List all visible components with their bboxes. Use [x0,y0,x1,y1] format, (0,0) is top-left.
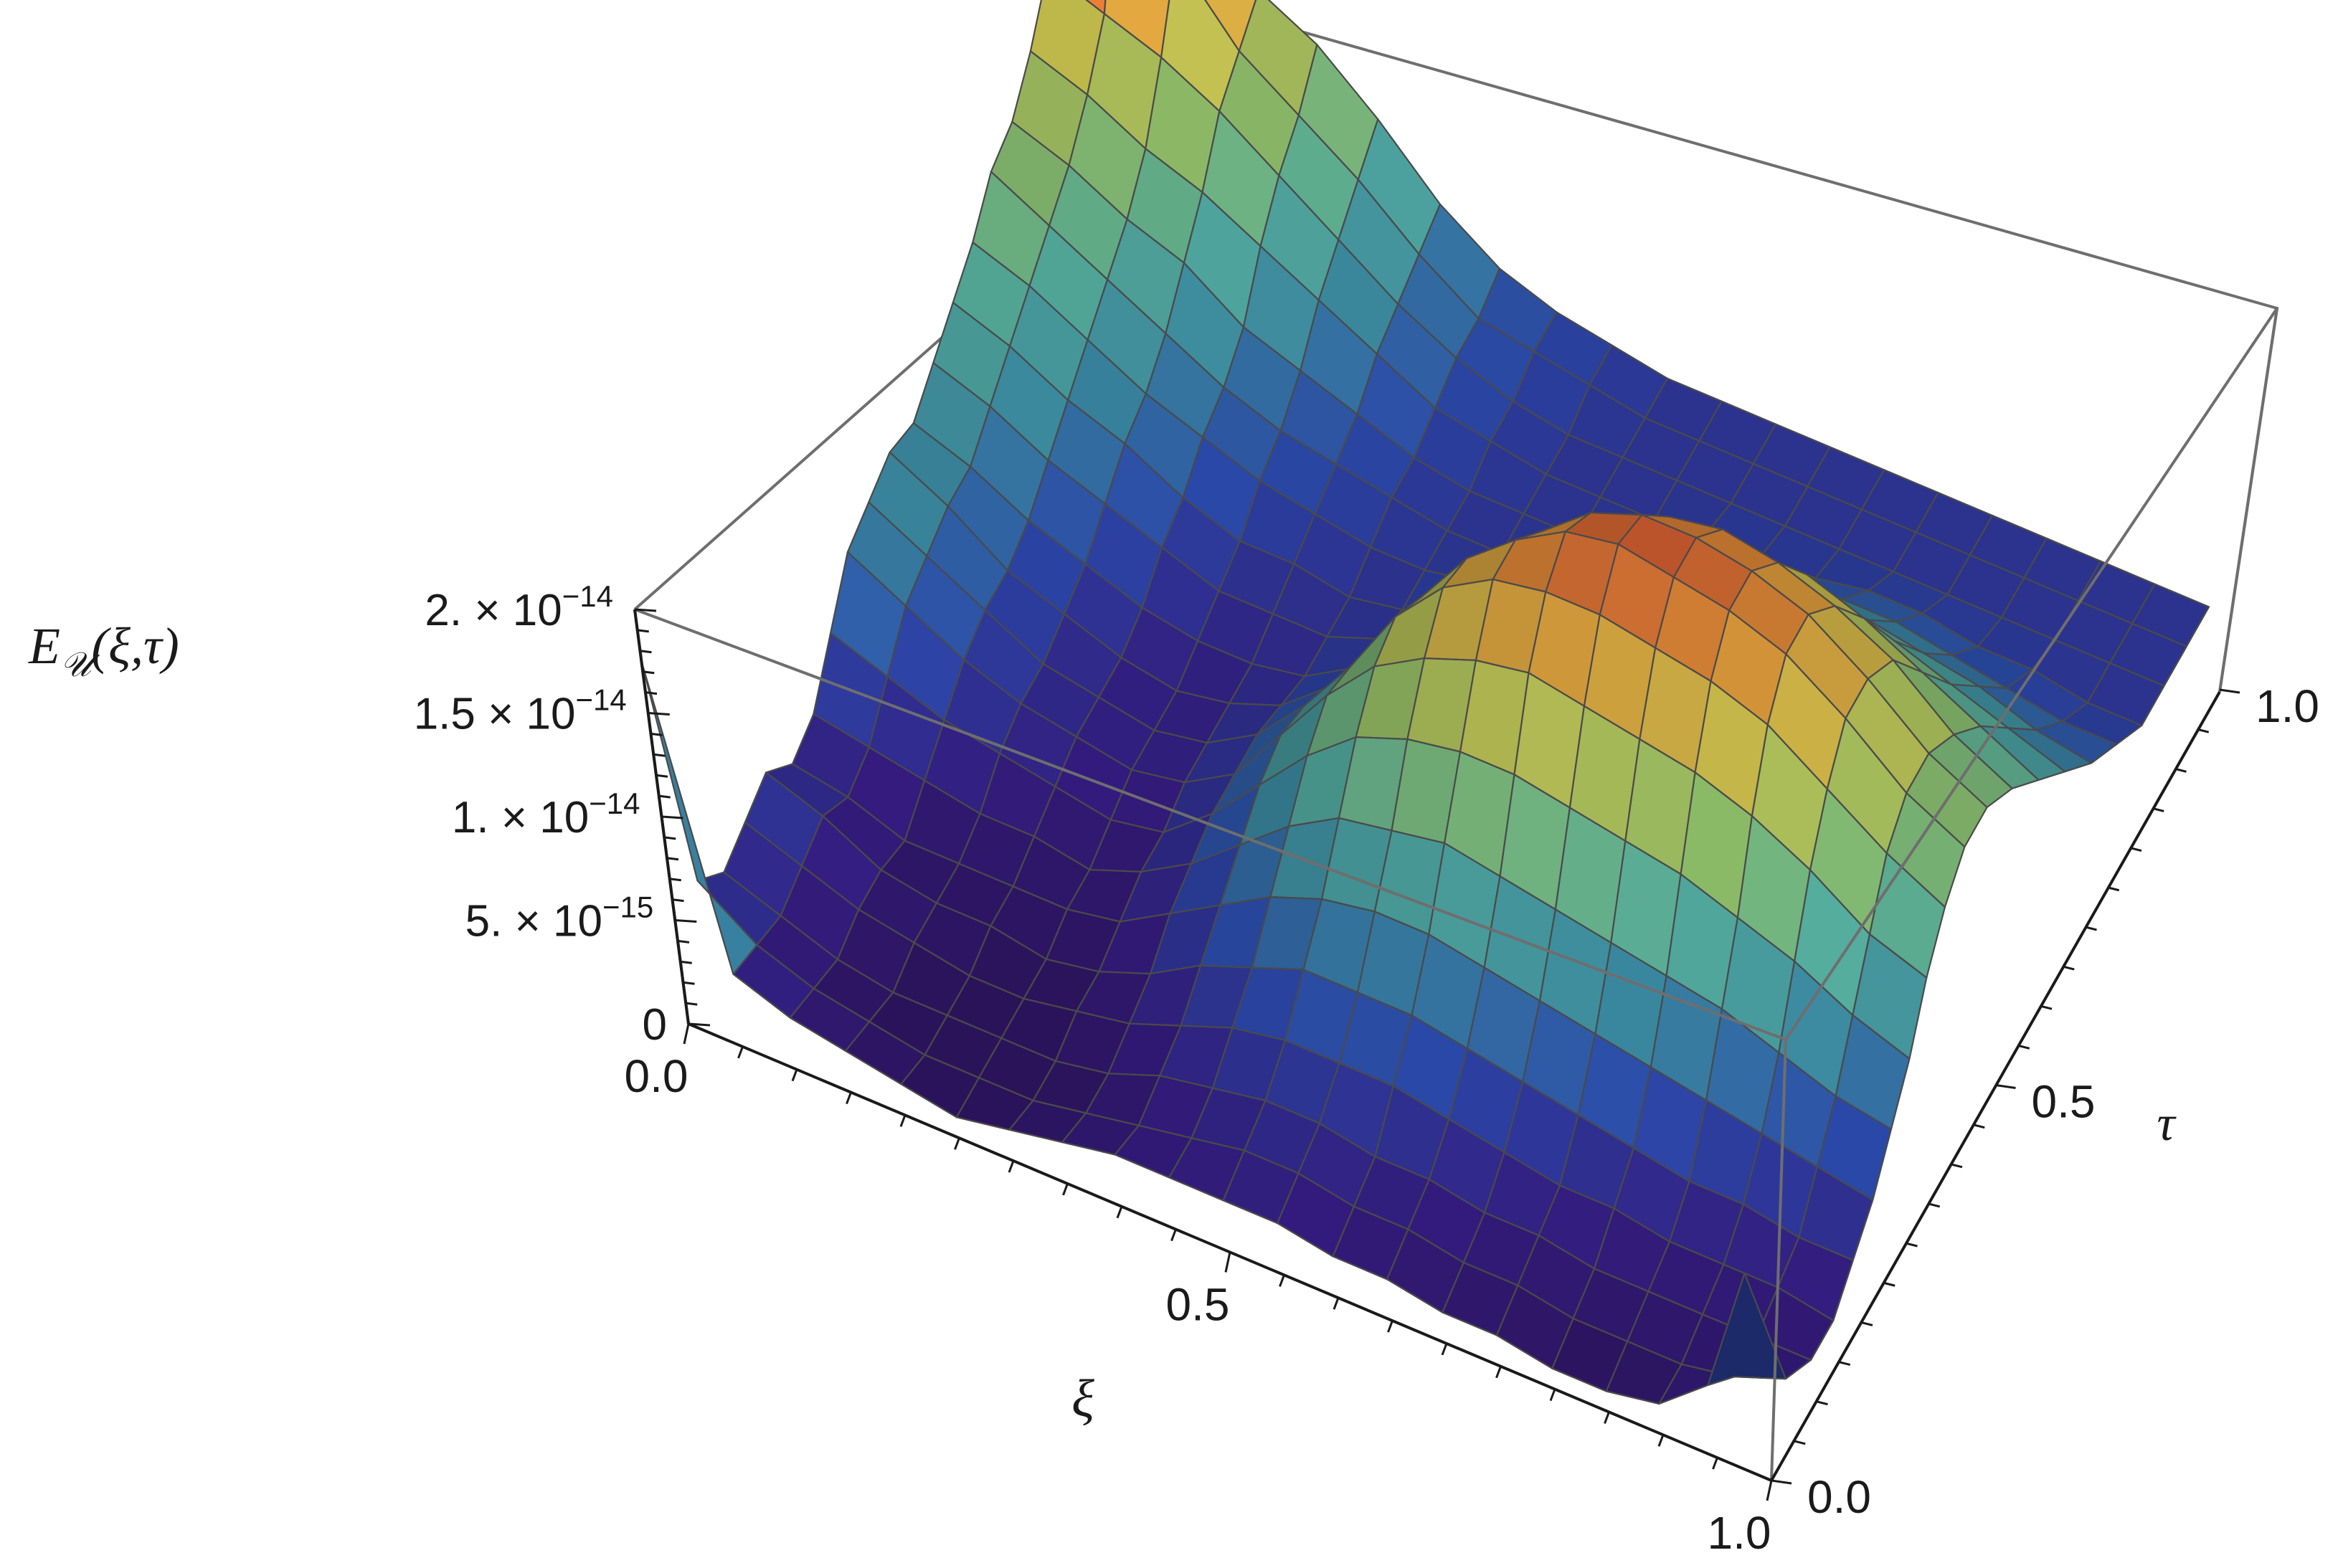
tau-minor-tick [2017,1044,2030,1050]
z-minor-tick [640,650,652,654]
box-top-front-right [1784,307,2278,1041]
z-minor-tick [650,732,663,736]
z-tick-label: 5. × 10−15 [465,890,654,946]
xi-minor-tick [1279,1274,1285,1287]
xi-minor-tick [1657,1434,1665,1447]
box-top-front-left [634,608,1786,1041]
tau-minor-tick [2174,767,2187,773]
tau-major-tick [1995,1084,2016,1089]
xi-minor-tick [1387,1320,1393,1333]
xi-minor-tick [1495,1366,1502,1379]
xi-minor-tick [1116,1206,1123,1219]
tau-minor-tick [2129,847,2142,852]
xi-tick-label: 0.0 [625,1050,688,1102]
surface-patch [1707,1272,1787,1387]
tau-minor-tick [2152,807,2164,812]
box-front-vertical [1770,1039,1787,1481]
xi-tick-label: 0.5 [1166,1279,1230,1331]
z-minor-tick [669,878,681,882]
z-major-tick [675,919,697,923]
z-minor-tick [666,857,679,861]
box-back-vertical-right [2218,308,2278,693]
z-major-tick [634,608,657,612]
tau-axis-label: τ [2157,1096,2177,1151]
z-minor-tick [683,981,695,985]
xi-minor-tick [1170,1229,1177,1242]
tau-tick-label: 1.0 [2256,680,2319,732]
z-minor-tick [656,774,668,778]
xi-minor-tick [846,1092,852,1105]
z-tick-exponent: −14 [589,787,640,820]
xi-minor-tick [954,1137,960,1150]
z-minor-tick [686,1002,698,1006]
tau-minor-tick [1883,1281,1896,1287]
tau-minor-tick [1838,1361,1851,1367]
bounding-box-front [634,307,2278,1481]
tau-minor-tick [2197,728,2210,733]
z-axis-label-main: E [28,617,60,675]
z-tick-mantissa: 0 [643,1000,667,1050]
z-minor-tick [643,670,655,675]
z-minor-tick [637,629,649,633]
xi-axis-label: ξ [1071,1369,1094,1428]
xi-minor-tick [1712,1457,1718,1470]
tau-minor-tick [2085,926,2097,931]
tau-minor-tick [1928,1202,1941,1208]
xi-major-tick [1224,1252,1231,1273]
tau-major-tick [1771,1479,1792,1485]
xi-minor-tick [1062,1183,1069,1196]
z-major-tick [661,815,683,819]
z-tick-label: 1. × 10−14 [452,787,640,842]
tau-minor-tick [1793,1440,1806,1445]
z-tick-exponent: −14 [576,683,627,717]
z-major-tick [688,1022,711,1027]
surface-mesh [640,0,2210,1405]
z-tick-label: 0 [643,1000,667,1050]
tick-marks [634,608,2240,1501]
tau-minor-tick [1906,1242,1918,1248]
xi-minor-tick [899,1114,907,1127]
tau-minor-tick [1972,1123,1985,1129]
z-minor-tick [658,794,671,799]
z-tick-label: 1.5 × 10−14 [414,683,627,739]
tau-major-tick [2219,688,2240,694]
z-tick-mantissa: 1. × 10 [452,793,589,842]
xi-minor-tick [1549,1389,1556,1402]
tau-minor-tick [2062,965,2075,971]
z-tick-mantissa: 2. × 10 [425,586,562,635]
tau-minor-tick [1816,1400,1828,1406]
z-minor-tick [653,753,666,757]
z-axis-label-args: (ξ,τ) [91,617,179,675]
z-tick-exponent: −14 [562,579,613,613]
z-minor-tick [680,960,692,964]
xi-minor-tick [1333,1297,1340,1310]
z-minor-tick [672,898,684,903]
z-minor-tick [664,836,676,840]
tau-minor-tick [2107,886,2120,892]
tau-minor-tick [2040,1004,2053,1010]
tau-minor-tick [1860,1321,1873,1326]
z-minor-tick [645,691,658,695]
xi-minor-tick [1008,1160,1015,1173]
z-minor-tick [677,939,690,944]
xi-minor-tick [1441,1343,1448,1356]
z-major-tick [648,712,670,716]
z-tick-mantissa: 1.5 × 10 [414,690,576,739]
z-axis-label: E𝒰(ξ,τ) [28,617,179,684]
tau-tick-label: 0.0 [1807,1471,1871,1523]
z-tick-label: 2. × 10−14 [425,579,613,635]
surface-patch [640,660,758,975]
xi-minor-tick [791,1069,798,1082]
tau-tick-label: 0.5 [2032,1076,2096,1128]
xi-major-tick [1766,1480,1773,1501]
xi-major-tick [683,1023,690,1045]
xi-tick-label: 1.0 [1708,1507,1771,1559]
z-tick-mantissa: 5. × 10 [465,897,602,946]
tau-minor-tick [1950,1163,1963,1169]
xi-minor-tick [737,1046,744,1059]
z-tick-exponent: −15 [602,890,653,924]
xi-minor-tick [1604,1411,1610,1424]
tick-labels: 0.00.51.00.00.51.005. × 10−151. × 10−141… [414,579,2319,1559]
